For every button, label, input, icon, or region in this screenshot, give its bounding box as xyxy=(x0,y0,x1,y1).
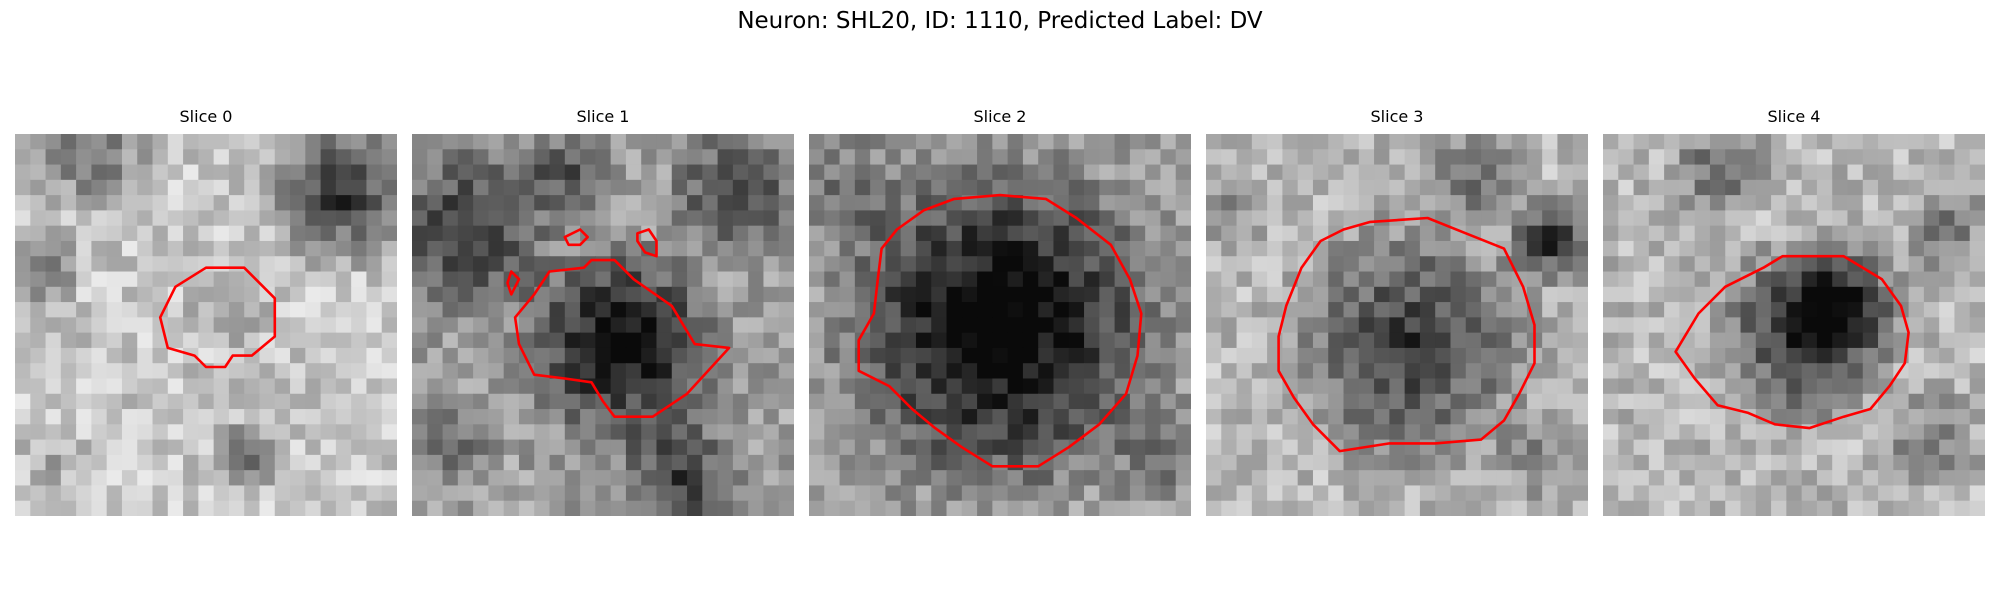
roi-contour xyxy=(513,258,731,419)
slice-title: Slice 3 xyxy=(1370,107,1424,126)
slice-image xyxy=(1603,134,1985,516)
slice-title: Slice 0 xyxy=(179,107,233,126)
roi-contour xyxy=(857,193,1143,468)
slice-image xyxy=(809,134,1191,516)
roi-contour xyxy=(563,228,589,247)
slice-image xyxy=(15,134,397,516)
slice-title: Slice 2 xyxy=(973,107,1027,126)
slice-image xyxy=(412,134,794,516)
roi-contour xyxy=(158,266,277,369)
slice-image xyxy=(1206,134,1588,516)
roi-contour xyxy=(506,270,521,296)
slice-title: Slice 4 xyxy=(1767,107,1821,126)
slice-title: Slice 1 xyxy=(576,107,630,126)
figure-title: Neuron: SHL20, ID: 1110, Predicted Label… xyxy=(737,8,1263,34)
roi-contour xyxy=(1674,254,1910,430)
roi-contour xyxy=(636,228,658,258)
roi-contour xyxy=(1277,216,1536,453)
